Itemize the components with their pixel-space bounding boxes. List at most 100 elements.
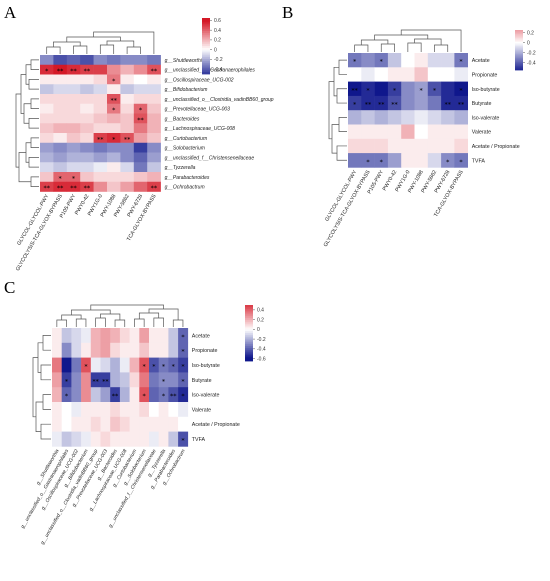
dendrogram-branch	[32, 357, 38, 418]
heatmap-cell	[387, 67, 402, 82]
significance-mark: **	[57, 67, 64, 75]
colorbar-segment	[202, 32, 210, 36]
dendrogram-branch	[338, 117, 347, 132]
heatmap-cell	[149, 431, 159, 447]
colorbar-segment	[245, 342, 253, 345]
colorbar-segment	[202, 40, 210, 43]
heatmap-cell	[178, 328, 189, 344]
significance-mark: *	[366, 86, 370, 94]
heatmap-cell	[110, 387, 121, 403]
heatmap-cell	[401, 153, 415, 168]
heatmap-cell	[107, 152, 121, 163]
heatmap-panel-c: *** * * * * ** ** ** * ** ** * * ** **AcetatePropionat…	[20, 304, 266, 546]
heatmap-cell	[80, 152, 94, 163]
row-label: Acetate / Propionate	[472, 144, 520, 150]
colorbar-segment	[202, 57, 210, 60]
heatmap-cell	[133, 94, 148, 105]
heatmap-cell	[52, 416, 62, 432]
heatmap-cell	[107, 55, 121, 66]
row-label: g__Oscillospiraceae_UCG-002	[165, 77, 234, 83]
colorbar-segment	[245, 305, 253, 308]
heatmap-cell	[374, 67, 389, 82]
colorbar-segment	[202, 60, 210, 64]
heatmap-cell	[100, 387, 111, 403]
heatmap-cell	[361, 138, 375, 154]
significance-mark: *	[393, 86, 397, 94]
heatmap-cell	[71, 402, 82, 418]
heatmap-cell	[401, 53, 415, 68]
colorbar-segment	[515, 64, 523, 67]
heatmap-cell	[80, 181, 94, 192]
heatmap-cell	[71, 342, 82, 358]
heatmap-cell	[129, 402, 140, 418]
row-label: g__Prevotellaceae_UCG-003	[165, 107, 231, 113]
heatmap-cell	[93, 181, 108, 192]
row-label: g__unclassified_o__Gastranaerophilales	[165, 68, 256, 74]
heatmap-cell	[120, 123, 135, 134]
heatmap-cell	[80, 103, 94, 114]
dendrogram-branch	[35, 401, 43, 432]
colorbar-segment	[245, 336, 253, 339]
dendrogram-branch	[328, 81, 334, 140]
colorbar-segment	[515, 67, 523, 70]
row-label: Acetate / Propionate	[192, 422, 240, 428]
heatmap-cell	[361, 67, 375, 82]
heatmap-cell	[133, 84, 148, 95]
dendrogram-branch	[28, 157, 39, 168]
significance-mark: **	[84, 67, 91, 75]
heatmap-cell	[147, 133, 161, 144]
colorbar-segment	[515, 40, 523, 43]
row-label: Iso-butyrate	[192, 363, 220, 369]
colorbar-segment	[515, 51, 523, 54]
heatmap-cell	[80, 162, 94, 173]
heatmap-cell	[71, 416, 82, 432]
colorbar-segment	[202, 49, 210, 52]
heatmap-cell	[374, 138, 389, 154]
heatmap-cell	[61, 357, 72, 373]
significance-mark: **	[112, 392, 119, 400]
dendrogram-branch	[75, 318, 87, 327]
colorbar-segment	[202, 51, 210, 54]
heatmap-cell	[129, 328, 140, 344]
column-dendrogram	[354, 29, 462, 52]
dendrogram-branch	[40, 423, 51, 440]
heatmap-cell	[168, 328, 179, 344]
heatmap-cell	[53, 103, 68, 114]
heatmap-cell	[107, 142, 121, 153]
heatmap-cell	[129, 357, 140, 373]
colorbar-segment	[515, 59, 523, 62]
colorbar: 0.6 0.4 0.2 0 -0.2 -0.4	[202, 18, 223, 75]
heatmap-cell	[110, 328, 121, 344]
colorbar-segment	[202, 29, 210, 32]
significance-mark: **	[110, 96, 117, 104]
heatmap-cell	[149, 387, 159, 403]
colorbar-segment	[515, 44, 523, 47]
colorbar: 0.4 0.2 0 -0.2 -0.4 -0.6	[245, 305, 266, 362]
colorbar-segment	[245, 340, 253, 343]
significance-mark: *	[181, 392, 185, 400]
colorbar-segment	[245, 349, 253, 353]
colorbar-segment	[515, 35, 523, 38]
heatmap-cell	[66, 55, 81, 66]
heatmap-cell	[40, 103, 54, 114]
row-label: g__unclassified_o__Clostridia_vadinBB60_…	[165, 97, 274, 103]
dendrogram-branch	[338, 59, 347, 75]
colorbar-tick-label: 0.4	[214, 28, 221, 34]
colorbar-segment	[202, 46, 210, 49]
heatmap-cell	[147, 103, 161, 114]
heatmap-cell	[107, 94, 121, 105]
heatmap-cell	[129, 416, 140, 432]
significance-mark: *	[181, 348, 185, 356]
heatmap-cell	[107, 74, 121, 85]
dendrogram-branch	[331, 124, 339, 154]
row-label: TVFA	[472, 158, 486, 164]
dendrogram-branch	[30, 137, 39, 148]
heatmap-cell	[93, 64, 108, 75]
significance-mark: *	[84, 363, 88, 371]
row-label: g__Curtobacterium	[165, 136, 208, 142]
colorbar-segment	[245, 355, 253, 358]
heatmap-cell	[40, 172, 54, 183]
colorbar-tick-label: 0	[257, 327, 260, 333]
heatmap-cell	[93, 94, 108, 105]
colorbar-segment	[515, 36, 523, 39]
